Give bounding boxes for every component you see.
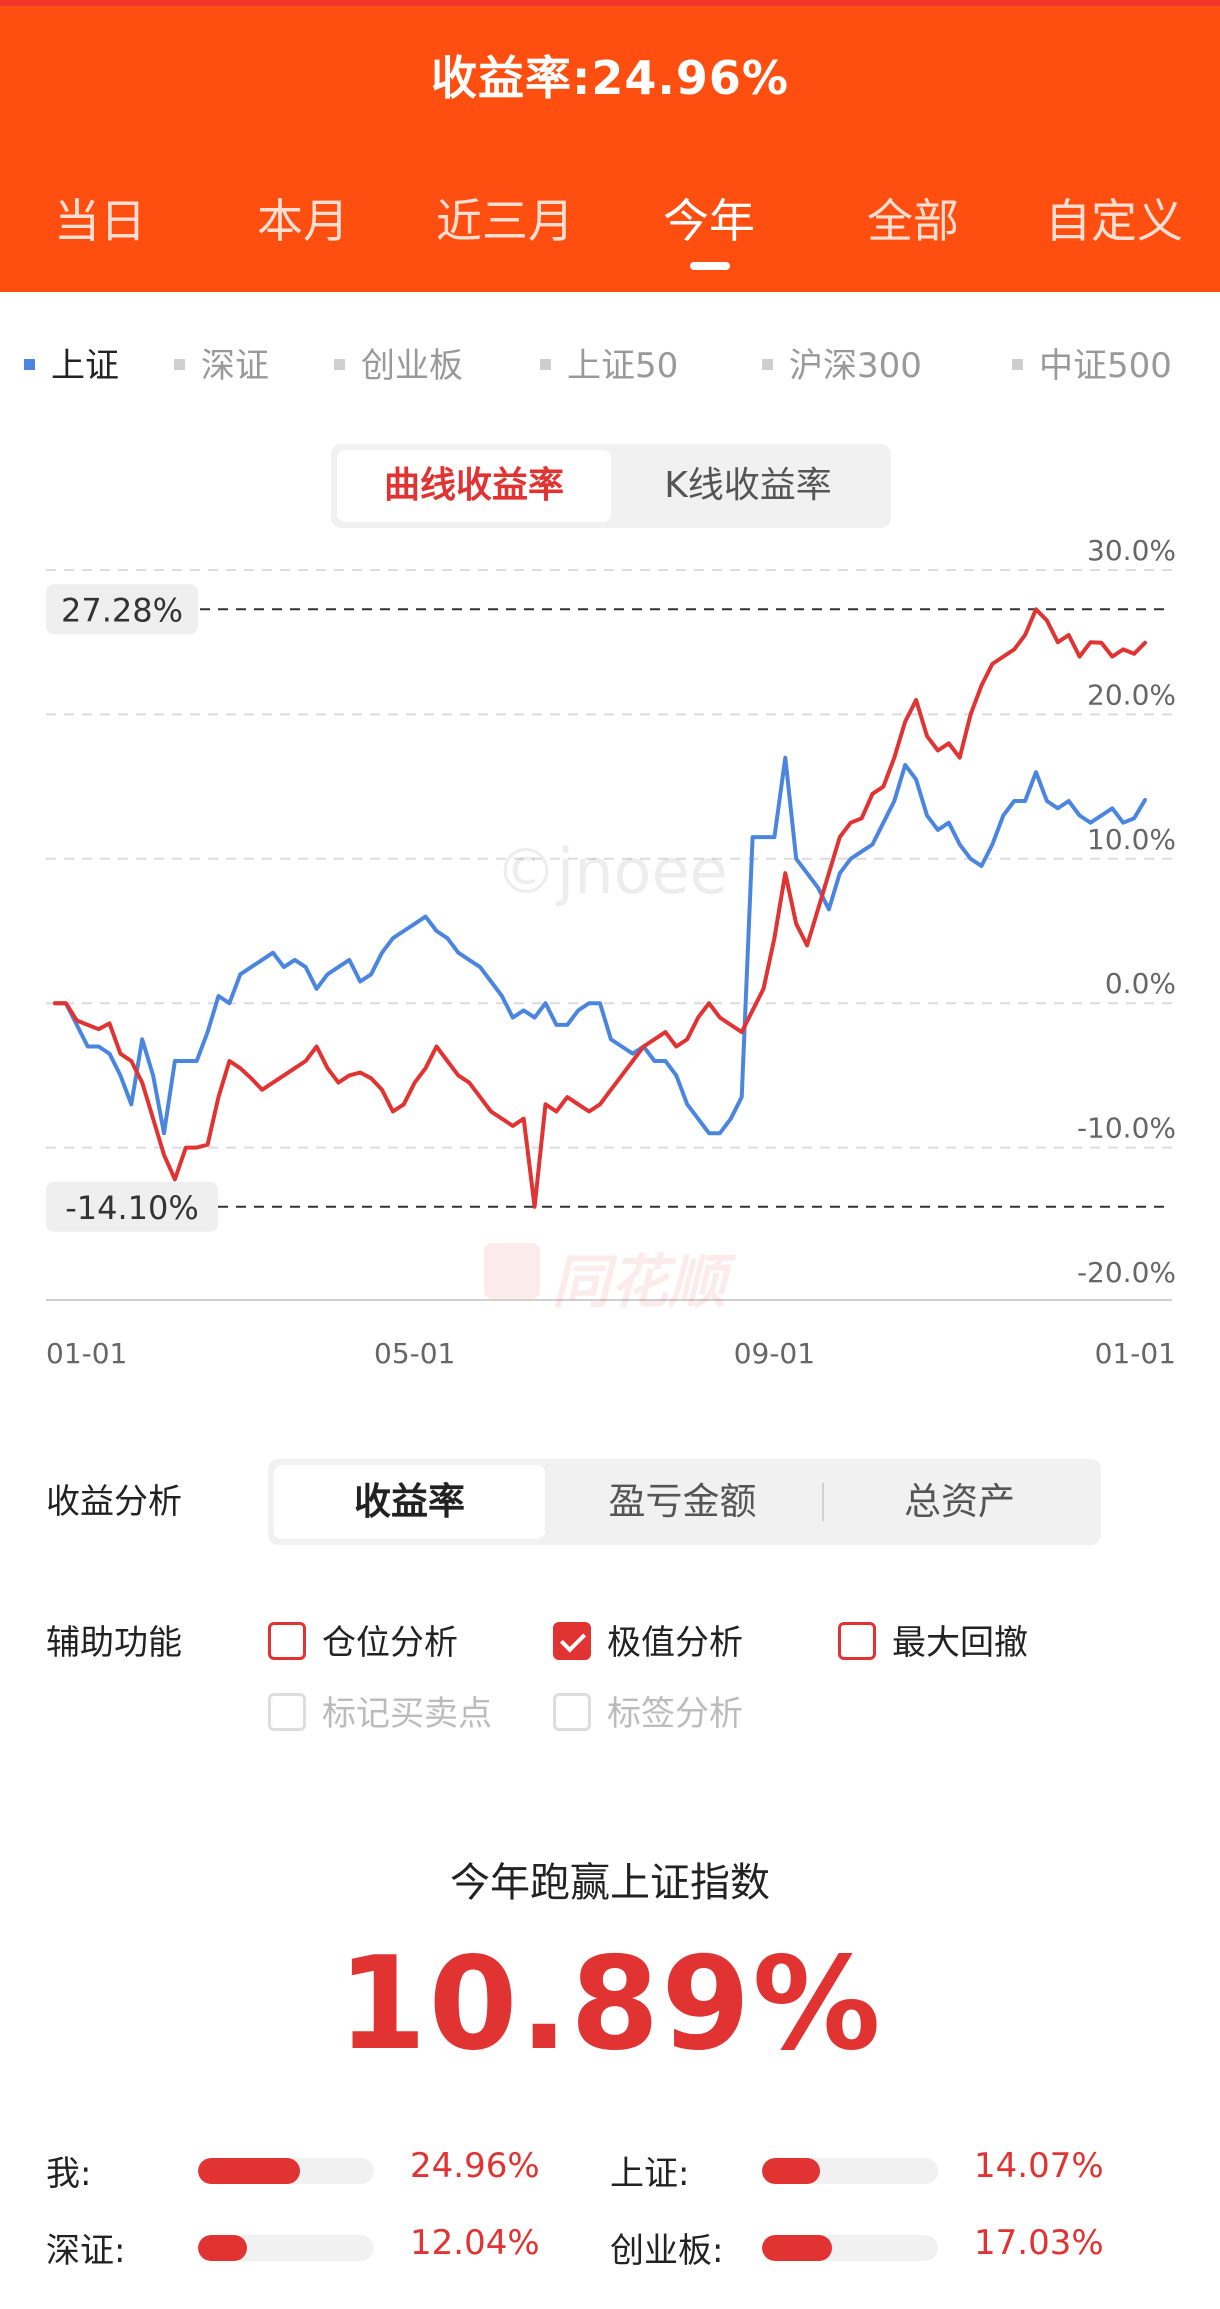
compare-label: 我:	[46, 2154, 92, 2194]
outperform-title: 今年跑赢上证指数	[450, 1860, 770, 1906]
compare-label: 上证:	[610, 2154, 690, 2194]
checkbox-label: 仓位分析	[322, 1623, 458, 1663]
checkbox-label: 标记买卖点	[322, 1694, 492, 1734]
legend-square-icon	[540, 359, 551, 370]
index-label: 创业板	[361, 346, 463, 386]
legend-square-icon	[174, 359, 185, 370]
tab-today[interactable]: 当日	[54, 194, 146, 248]
index-selector: 上证 深证 创业板 上证50 沪深300 中证500	[0, 338, 1220, 386]
x-tick-label: 09-01	[734, 1337, 815, 1370]
header-bar: 收益率:24.96% 当日 本月 近三月 今年 全部 自定义	[0, 0, 1220, 292]
tab-three-months[interactable]: 近三月	[436, 194, 574, 248]
legend-square-icon	[334, 359, 345, 370]
y-tick-label: 0.0%	[1105, 967, 1176, 1000]
compare-bar	[198, 2158, 374, 2184]
checkbox-icon	[553, 1692, 591, 1731]
kline-return-option[interactable]: K线收益率	[664, 465, 832, 506]
compare-label: 创业板:	[610, 2231, 724, 2271]
y-tick-label: -20.0%	[1077, 1256, 1176, 1289]
compare-value: 12.04%	[410, 2223, 540, 2263]
legend-square-icon	[1012, 359, 1023, 370]
compare-row-shanghai: 上证: 14.07%	[610, 2146, 1170, 2196]
compare-label: 深证:	[46, 2231, 126, 2271]
index-chinext[interactable]: 创业板	[334, 338, 463, 387]
tab-month[interactable]: 本月	[257, 194, 349, 248]
index-label: 上证	[51, 346, 119, 386]
max-label: 27.28%	[61, 591, 183, 629]
compare-bar-fill	[762, 2158, 820, 2184]
divider	[822, 1483, 824, 1521]
compare-bar	[762, 2235, 938, 2261]
curve-return-option[interactable]: 曲线收益率	[337, 450, 611, 522]
y-tick-label: 30.0%	[1087, 534, 1176, 567]
my-return-line	[53, 607, 1147, 1209]
compare-row-chinext: 创业板: 17.03%	[610, 2223, 1170, 2273]
checkbox-label: 最大回撤	[892, 1623, 1028, 1663]
index-return-line	[53, 755, 1147, 1136]
index-label: 沪深300	[789, 346, 922, 386]
y-tick-label: -10.0%	[1077, 1112, 1176, 1145]
status-accent-line	[0, 0, 1220, 6]
aux-label: 辅助功能	[46, 1623, 182, 1663]
profit-amount-option[interactable]: 盈亏金额	[608, 1480, 757, 1523]
index-label: 中证500	[1039, 346, 1172, 386]
y-tick-label: 20.0%	[1087, 678, 1176, 711]
compare-bar-fill	[198, 2235, 248, 2261]
compare-bar	[198, 2235, 374, 2261]
return-rate-option[interactable]: 收益率	[274, 1465, 545, 1539]
tab-this-year[interactable]: 今年	[663, 194, 755, 248]
index-csi300[interactable]: 沪深300	[762, 338, 922, 387]
legend-square-icon	[24, 359, 35, 370]
checkbox-icon	[268, 1621, 306, 1660]
analysis-toggle: 收益率 盈亏金额 总资产	[268, 1459, 1101, 1545]
x-tick-label: 05-01	[374, 1337, 455, 1370]
index-shanghai[interactable]: 上证	[24, 338, 119, 387]
checkbox-label: 标签分析	[607, 1694, 743, 1734]
compare-value: 24.96%	[410, 2146, 540, 2186]
extreme-analysis-checkbox[interactable]: 极值分析	[553, 1615, 743, 1664]
compare-row-me: 我: 24.96%	[46, 2146, 606, 2196]
checked-checkbox-icon	[553, 1621, 591, 1660]
compare-row-shenzhen: 深证: 12.04%	[46, 2223, 606, 2273]
y-tick-label: 10.0%	[1087, 823, 1176, 856]
checkbox-icon	[268, 1692, 306, 1731]
position-analysis-checkbox[interactable]: 仓位分析	[268, 1615, 458, 1664]
compare-value: 17.03%	[974, 2223, 1104, 2263]
page-title: 收益率:24.96%	[431, 51, 789, 105]
active-tab-indicator	[690, 262, 730, 270]
copyright-watermark: ©jnoee	[495, 835, 728, 908]
compare-value: 14.07%	[974, 2146, 1104, 2186]
brand-logo-icon	[484, 1243, 540, 1299]
chart-mode-toggle: 曲线收益率 K线收益率	[331, 444, 891, 528]
max-label-badge	[46, 584, 198, 635]
tab-custom[interactable]: 自定义	[1045, 194, 1183, 248]
checkbox-label: 极值分析	[607, 1623, 743, 1663]
buy-sell-marks-checkbox: 标记买卖点	[268, 1686, 492, 1735]
analysis-label: 收益分析	[46, 1482, 182, 1522]
brand-watermark: 同花顺	[552, 1248, 727, 1316]
index-csi500[interactable]: 中证500	[1012, 338, 1172, 387]
index-label: 深证	[201, 346, 269, 386]
outperform-value: 10.89%	[337, 1930, 883, 2079]
compare-bar-fill	[198, 2158, 301, 2184]
period-tabs: 当日 本月 近三月 今年 全部 自定义	[0, 185, 1220, 255]
index-sse50[interactable]: 上证50	[540, 338, 678, 387]
x-tick-label: 01-01	[46, 1337, 127, 1370]
total-assets-option[interactable]: 总资产	[904, 1480, 1015, 1523]
tab-all[interactable]: 全部	[867, 194, 959, 248]
compare-bar-fill	[762, 2235, 832, 2261]
checkbox-icon	[838, 1621, 876, 1660]
tag-analysis-checkbox: 标签分析	[553, 1686, 743, 1735]
index-shenzhen[interactable]: 深证	[174, 338, 269, 387]
compare-bar	[762, 2158, 938, 2184]
min-label-badge	[46, 1181, 218, 1232]
legend-square-icon	[762, 359, 773, 370]
max-drawdown-checkbox[interactable]: 最大回撤	[838, 1615, 1028, 1664]
index-label: 上证50	[567, 346, 679, 386]
min-label: -14.10%	[65, 1189, 199, 1227]
return-chart[interactable]: 30.0% 20.0% 10.0% 0.0% -10.0% -20.0% 01-01 05-0…	[0, 530, 1220, 1400]
x-tick-label: 01-01	[1095, 1337, 1176, 1370]
